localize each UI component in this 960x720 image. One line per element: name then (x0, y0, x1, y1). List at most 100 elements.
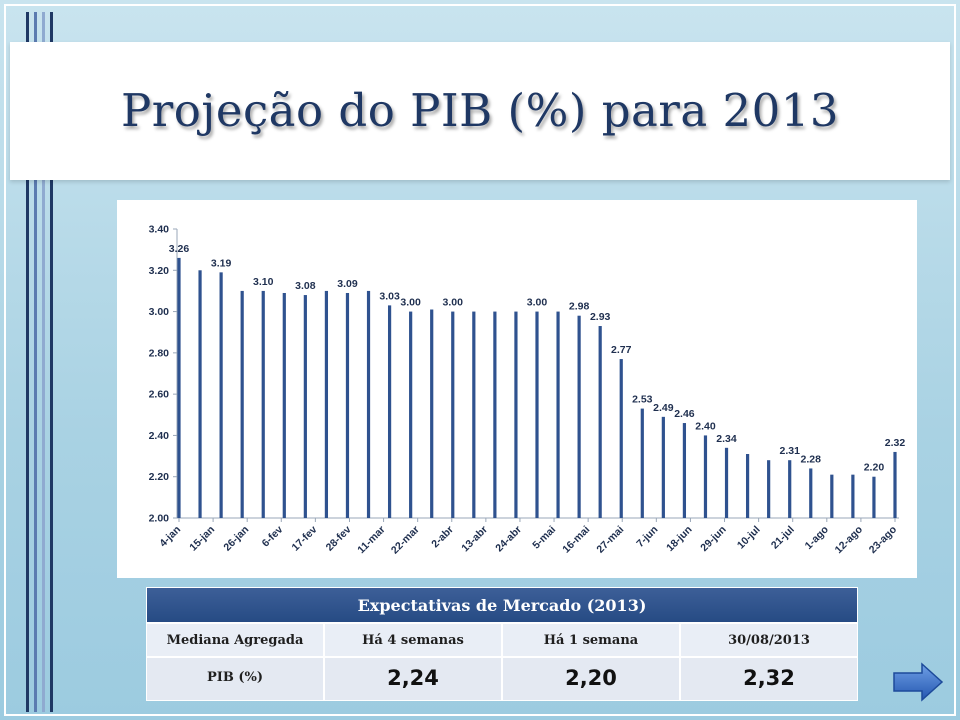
right-arrow-icon[interactable] (892, 662, 944, 702)
bar (324, 290, 329, 518)
x-tick-label: 28-fev (324, 524, 354, 554)
bar (872, 476, 876, 518)
x-tick-label: 5-mai (530, 524, 558, 552)
y-tick-label: 3.20 (149, 265, 170, 277)
bar (240, 290, 244, 518)
bar (661, 416, 665, 518)
bar (303, 295, 307, 518)
x-tick-label: 17-fev (290, 524, 320, 554)
y-tick-label: 3.00 (149, 306, 170, 318)
data-label: 2.32 (885, 437, 906, 449)
table-cell: 2,32 (680, 657, 858, 701)
chart-panel: 2.00 2.20 2.40 2.60 2.80 3.00 3.20 3.40 3.26 3.19… (117, 200, 917, 578)
bar (703, 435, 708, 518)
bar (809, 468, 813, 518)
column-header: Há 4 semanas (324, 623, 502, 657)
bar-chart: 2.00 2.20 2.40 2.60 2.80 3.00 3.20 3.40 3.26 3.19… (149, 224, 906, 557)
bar (893, 451, 897, 518)
bar (724, 447, 729, 518)
y-tick-label: 2.80 (149, 347, 170, 359)
bar (745, 454, 750, 518)
bar (535, 311, 539, 518)
decor-bar (50, 180, 53, 712)
bar (556, 311, 560, 518)
data-label: 3.09 (337, 278, 358, 290)
x-tick-label: 26-jan (221, 524, 251, 554)
x-tick-label: 12-ago (833, 524, 865, 556)
bar (366, 290, 371, 518)
bar (387, 305, 392, 518)
data-label: 2.31 (779, 445, 800, 457)
data-label: 3.03 (379, 290, 400, 302)
data-label: 3.26 (169, 243, 190, 255)
table-row: PIB (%) 2,24 2,20 2,32 (146, 657, 858, 701)
bar (493, 311, 497, 518)
x-tick-label: 21-jul (769, 524, 797, 552)
decor-bar (34, 12, 37, 42)
bar (198, 270, 202, 518)
data-label: 3.00 (400, 297, 421, 309)
x-tick-label: 1-ago (803, 524, 831, 552)
bar (767, 460, 771, 518)
bar (219, 272, 223, 518)
decor-bar (26, 180, 29, 712)
y-tick-label: 2.00 (149, 513, 170, 525)
x-tick-label: 6-fev (260, 524, 286, 550)
decor-bar (42, 12, 45, 42)
data-label: 2.77 (611, 344, 632, 356)
column-header: Há 1 semana (502, 623, 680, 657)
y-tick-label: 2.60 (149, 389, 170, 401)
x-tick-label: 18-jun (664, 524, 694, 554)
title-band (10, 42, 950, 180)
bar (514, 311, 518, 518)
slide-border (4, 4, 956, 716)
y-tick-label: 2.20 (149, 471, 170, 483)
data-label: 2.53 (632, 394, 653, 406)
bar (177, 257, 181, 518)
bar (851, 474, 855, 518)
x-tick-label: 2-abr (429, 524, 456, 551)
x-tick-label: 11-mar (355, 524, 387, 556)
data-label: 3.08 (295, 280, 316, 292)
column-header: 30/08/2013 (680, 623, 858, 657)
data-label: 2.46 (674, 408, 695, 420)
x-tick-label: 13-abr (459, 524, 490, 555)
expectations-table: Expectativas de Mercado (2013) Mediana A… (146, 587, 858, 701)
data-label: 2.20 (864, 462, 885, 474)
x-tick-label: 23-ago (867, 524, 899, 556)
decor-bar (42, 180, 45, 712)
bar (345, 292, 350, 518)
table-header: Expectativas de Mercado (2013) (146, 587, 858, 623)
x-tick-label: 29-jun (698, 524, 728, 554)
data-label: 3.19 (211, 257, 232, 269)
bar (261, 290, 265, 518)
data-label: 2.98 (569, 301, 590, 313)
bar (282, 292, 286, 518)
decor-bar (26, 12, 29, 42)
y-tick-label: 2.40 (149, 430, 170, 442)
bar (598, 326, 602, 518)
y-tick-label: 3.40 (149, 224, 170, 236)
x-tick-label: 15-jan (187, 524, 217, 554)
table-cell: 2,20 (502, 657, 680, 701)
bar (682, 423, 687, 518)
table-column-header-row: Mediana Agregada Há 4 semanas Há 1 seman… (146, 623, 858, 657)
data-label: 2.28 (801, 453, 822, 465)
bar (409, 311, 413, 518)
slide-title: Projeção do PIB (%) para 2013 (121, 84, 839, 137)
x-tick-label: 24-abr (493, 524, 524, 555)
data-label: 3.10 (253, 276, 274, 288)
x-tick-label: 27-mai (594, 524, 626, 556)
data-label: 2.49 (653, 402, 674, 414)
bar (430, 309, 434, 518)
bar (830, 474, 834, 518)
bar (451, 311, 455, 518)
data-label: 3.00 (527, 297, 548, 309)
bar (577, 315, 581, 518)
x-tick-label: 10-jul (735, 524, 763, 552)
row-label: PIB (%) (146, 657, 324, 701)
x-tick-label: 7-jun (634, 524, 660, 550)
bar (640, 408, 644, 518)
x-tick-label: 16-mai (560, 524, 592, 556)
bar (472, 311, 476, 518)
